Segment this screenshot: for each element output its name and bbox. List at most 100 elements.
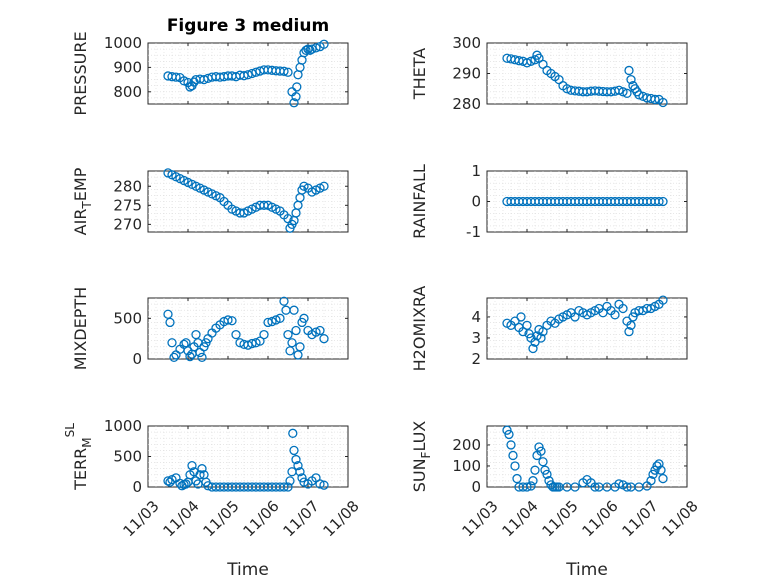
data-point (292, 82, 302, 92)
data-point (319, 39, 329, 49)
data-point (654, 459, 664, 469)
data-point (181, 479, 191, 489)
y-axis-label-part: T (80, 201, 94, 210)
data-point (319, 181, 329, 191)
y-axis-label-part: SL (63, 423, 77, 438)
data-point (646, 476, 656, 486)
data-point (618, 303, 628, 314)
data-point (319, 334, 329, 344)
y-axis-label-part: PRESSURE (71, 31, 90, 115)
data-point (510, 461, 520, 471)
data-point (315, 325, 325, 336)
data-point (536, 446, 546, 456)
data-point (299, 313, 309, 323)
data-point (624, 327, 634, 337)
data-point (526, 56, 536, 66)
y-tick-label: 500 (113, 309, 142, 327)
y-tick-label: 100 (452, 457, 481, 475)
y-tick-label: 0 (132, 478, 142, 496)
x-tick-label: 11/07 (618, 497, 661, 540)
data-point (247, 68, 257, 79)
data-point (267, 316, 277, 327)
data-point (624, 65, 634, 76)
x-tick-label: 11/03 (458, 497, 501, 540)
y-axis-label-part: TERR (71, 448, 90, 491)
y-axis-label-part: F (419, 451, 433, 458)
data-point (530, 337, 540, 347)
data-point (199, 74, 209, 85)
x-tick-label: 11/07 (279, 497, 322, 540)
x-tick-label: 11/04 (159, 497, 202, 540)
y-tick-label: 3 (471, 329, 481, 347)
data-point (319, 480, 329, 490)
x-axis-label: Time (565, 560, 608, 580)
data-point (293, 460, 303, 471)
data-point (311, 43, 321, 53)
data-point (538, 457, 548, 467)
data-point (658, 196, 668, 207)
data-point (512, 473, 522, 484)
data-point (634, 90, 644, 100)
y-tick-label: 275 (113, 196, 142, 214)
data-point (528, 476, 538, 486)
y-tick-label: 270 (113, 215, 142, 233)
data-point (614, 479, 624, 489)
data-point (285, 476, 295, 486)
y-axis-label: AIRTEMP (71, 167, 94, 235)
data-point (570, 482, 580, 492)
y-tick-label: 900 (113, 58, 142, 76)
data-point (658, 97, 668, 108)
data-point (251, 338, 261, 348)
data-point (165, 317, 175, 328)
data-point (297, 473, 307, 483)
data-point (289, 98, 299, 108)
y-axis-label-part: M (80, 437, 94, 447)
data-point (590, 482, 600, 492)
data-point (307, 44, 317, 54)
y-tick-label: 0 (471, 193, 481, 211)
chart-title: Figure 3 medium (167, 16, 329, 36)
data-point (195, 470, 205, 480)
subplot-rainfall: -1 0 1 RAINFALL (410, 162, 688, 241)
data-point (171, 72, 181, 82)
data-point (504, 429, 514, 440)
data-point (227, 316, 237, 326)
data-point (528, 343, 538, 354)
y-tick-label: 280 (113, 177, 142, 195)
y-tick-label: -1 (466, 223, 481, 241)
data-point (618, 87, 628, 97)
y-tick-label: 1000 (104, 34, 142, 52)
data-point (536, 333, 546, 343)
x-tick-label: 11/05 (538, 497, 581, 540)
data-point (271, 315, 281, 325)
data-point (291, 92, 301, 102)
data-point (522, 58, 532, 68)
data-point (263, 317, 273, 328)
subplot-mixdepth: 0 500 MIXDEPTH (71, 287, 349, 370)
y-tick-label: 300 (452, 34, 481, 52)
data-point (275, 313, 285, 323)
y-tick-label: 290 (452, 65, 481, 83)
x-tick-label: 11/08 (319, 497, 362, 540)
data-point (197, 352, 207, 363)
data-point (289, 445, 299, 456)
data-point (530, 465, 540, 475)
data-point (279, 296, 289, 306)
y-axis-label-part: MIXDEPTH (71, 287, 90, 370)
data-point (305, 45, 315, 55)
data-point (279, 482, 289, 492)
data-point (167, 338, 177, 348)
subplot-theta: 280 290 300 THETA (410, 34, 688, 113)
data-point (223, 315, 233, 325)
x-tick-label: 11/05 (199, 497, 242, 540)
y-axis-label-part: SUN (410, 458, 429, 492)
data-point (648, 469, 658, 480)
y-axis-label: H2OMIXRA (410, 286, 429, 372)
data-point (516, 312, 526, 322)
data-point (187, 460, 197, 471)
subplot-h2omixra: 2 3 4 H2OMIXRA (410, 286, 688, 372)
data-point (522, 320, 532, 330)
